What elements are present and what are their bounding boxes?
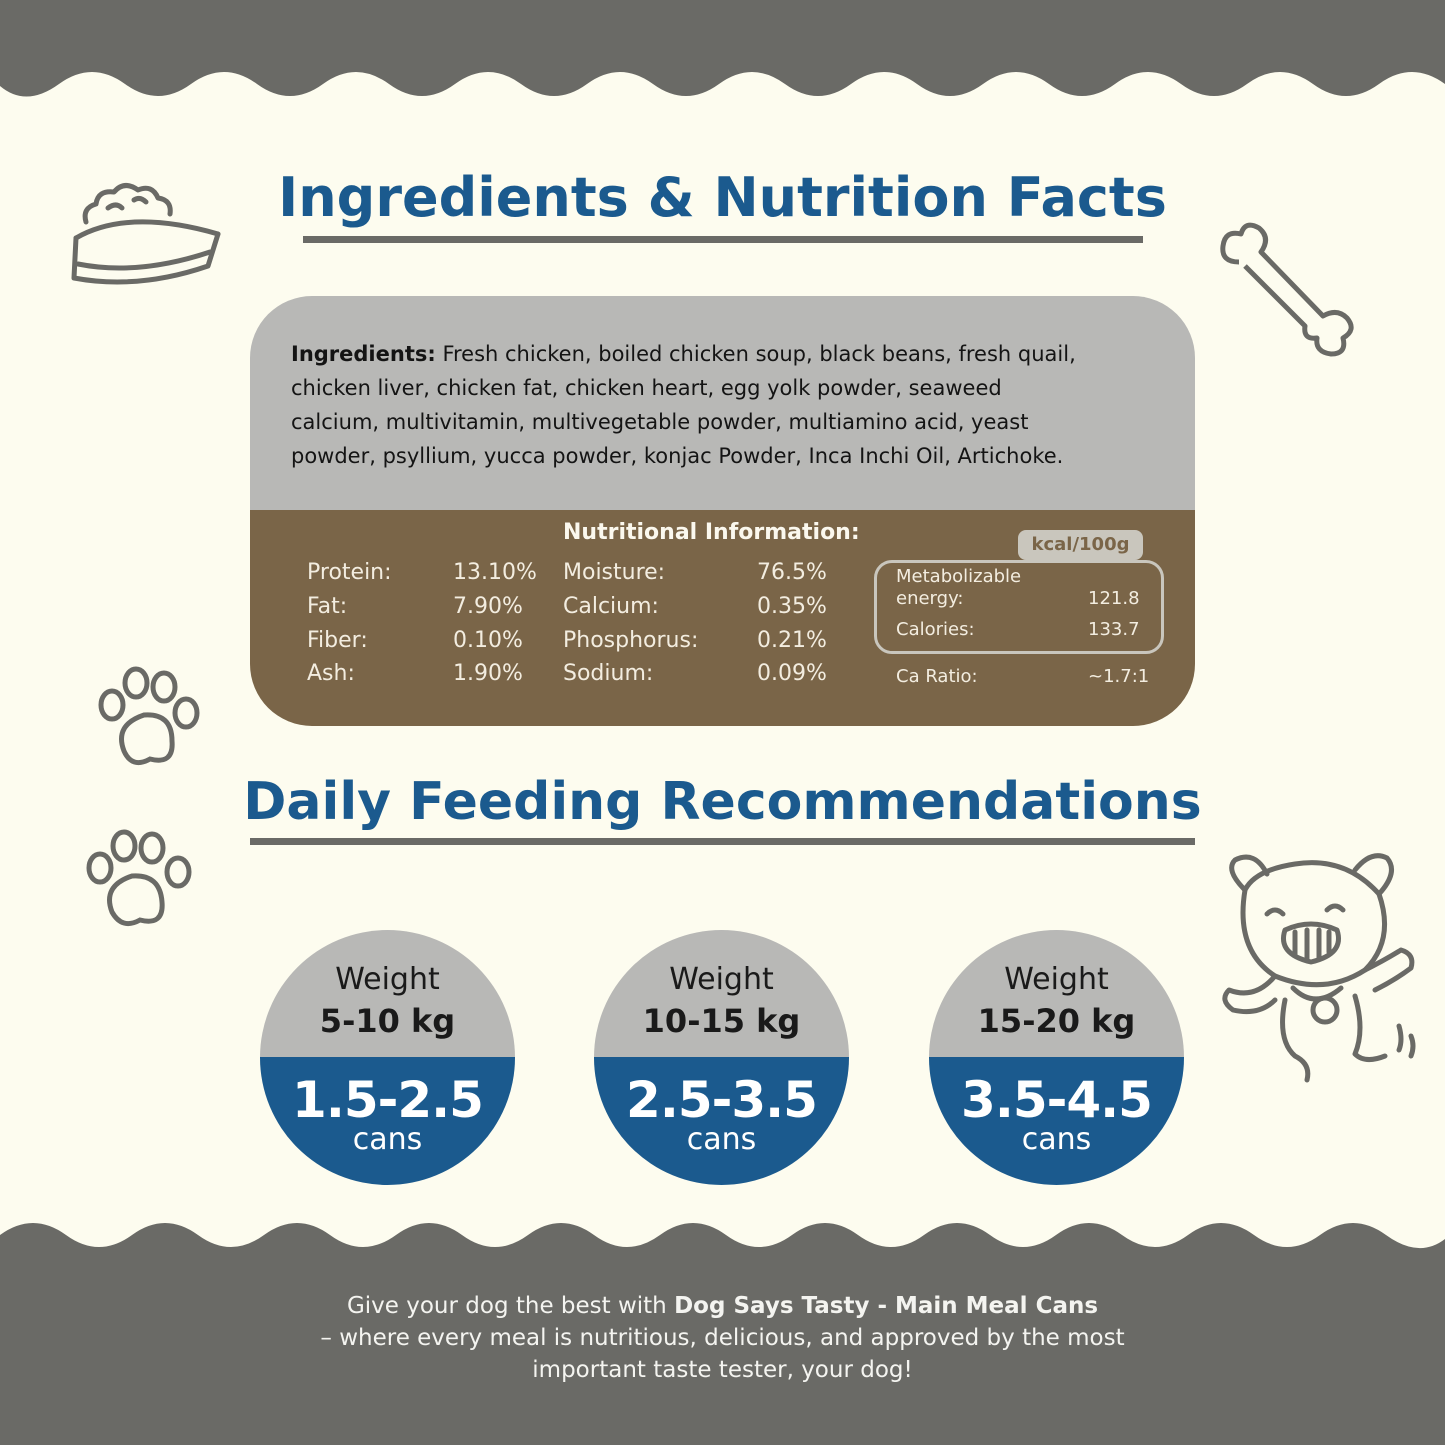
top-wave-band — [0, 0, 1445, 97]
ingredients-nutrition-card: Ingredients: Fresh chicken, boiled chick… — [250, 296, 1195, 726]
cans-amount: 3.5-4.5 — [961, 1071, 1153, 1129]
nutrient-name: Fat: — [307, 594, 348, 619]
ca-ratio-value: ~1.7:1 — [1088, 666, 1150, 687]
cans-amount: 2.5-3.5 — [626, 1071, 818, 1129]
weight-range: 10-15 kg — [642, 1002, 801, 1040]
nutrient-name: Protein: — [307, 560, 392, 585]
cans-unit: cans — [1021, 1122, 1092, 1157]
ingredients-label: Ingredients: — [291, 342, 436, 366]
nutrient-name: Calcium: — [563, 594, 659, 619]
dog-mascot-icon — [1222, 853, 1416, 1083]
nutrient-value: 1.90% — [453, 661, 523, 686]
footer-prefix: Give your dog the best with — [346, 1293, 675, 1319]
nutrient-value: 0.21% — [757, 628, 827, 653]
nutrient-name: Sodium: — [563, 661, 654, 686]
energy-label: energy: — [896, 588, 964, 609]
energy-box — [874, 560, 1164, 654]
cans-amount: 1.5-2.5 — [292, 1071, 484, 1129]
cans-unit: cans — [686, 1122, 757, 1157]
nutrient-name: Fiber: — [307, 628, 368, 653]
weight-range: 5-10 kg — [319, 1002, 456, 1040]
footer-line: – where every meal is nutritious, delici… — [320, 1325, 1125, 1351]
nutrient-value: 76.5% — [757, 560, 827, 585]
nutrient-value: 7.90% — [453, 594, 523, 619]
feeding-title: Daily Feeding Recommendations — [243, 772, 1202, 832]
calories-label: Calories: — [896, 619, 975, 640]
nutrient-value: 0.09% — [757, 661, 827, 686]
feeding-circle: Weight 10-15 kg 2.5-3.5 cans — [594, 930, 849, 1185]
energy-value: 121.8 — [1088, 588, 1140, 609]
feeding-circle: Weight 5-10 kg 1.5-2.5 cans — [260, 930, 515, 1185]
title-underline — [303, 236, 1143, 243]
weight-range: 15-20 kg — [977, 1002, 1136, 1040]
feeding-circle: Weight 15-20 kg 3.5-4.5 cans — [929, 930, 1184, 1185]
nutrition-panel: Nutritional Information: Protein: 13.10%… — [250, 510, 1195, 726]
ingredients-nutrition-title: Ingredients & Nutrition Facts — [278, 166, 1167, 229]
nutrient-name: Phosphorus: — [563, 628, 699, 653]
paw-print-icon — [98, 666, 200, 766]
ingredients-text: Fresh chicken, boiled chicken soup, blac… — [291, 342, 1076, 468]
paw-print-icon — [86, 829, 192, 927]
ingredients-panel: Ingredients: Fresh chicken, boiled chick… — [250, 296, 1195, 510]
nutrient-value: 0.35% — [757, 594, 827, 619]
energy-label: Metabolizable — [896, 566, 1022, 587]
bone-icon — [1220, 222, 1354, 357]
food-bowl-icon — [71, 183, 221, 285]
weight-label: Weight — [335, 962, 440, 997]
footer-brand: Dog Says Tasty - Main Meal Cans — [674, 1293, 1099, 1319]
kcal-unit-badge: kcal/100g — [1018, 530, 1143, 560]
nutrition-title: Nutritional Information: — [563, 520, 860, 545]
calories-value: 133.7 — [1088, 619, 1140, 640]
nutrient-name: Moisture: — [563, 560, 666, 585]
weight-label: Weight — [669, 962, 774, 997]
title-underline — [250, 838, 1195, 845]
cans-unit: cans — [352, 1122, 423, 1157]
nutrient-value: 0.10% — [453, 628, 523, 653]
footer-line: important taste tester, your dog! — [532, 1357, 913, 1383]
bottom-wave-band — [0, 1223, 1445, 1445]
nutrient-name: Ash: — [307, 661, 355, 686]
weight-label: Weight — [1004, 962, 1109, 997]
nutrient-value: 13.10% — [453, 560, 537, 585]
footer-tagline: Give your dog the best with Dog Says Tas… — [0, 1290, 1445, 1386]
ca-ratio-label: Ca Ratio: — [896, 666, 978, 687]
